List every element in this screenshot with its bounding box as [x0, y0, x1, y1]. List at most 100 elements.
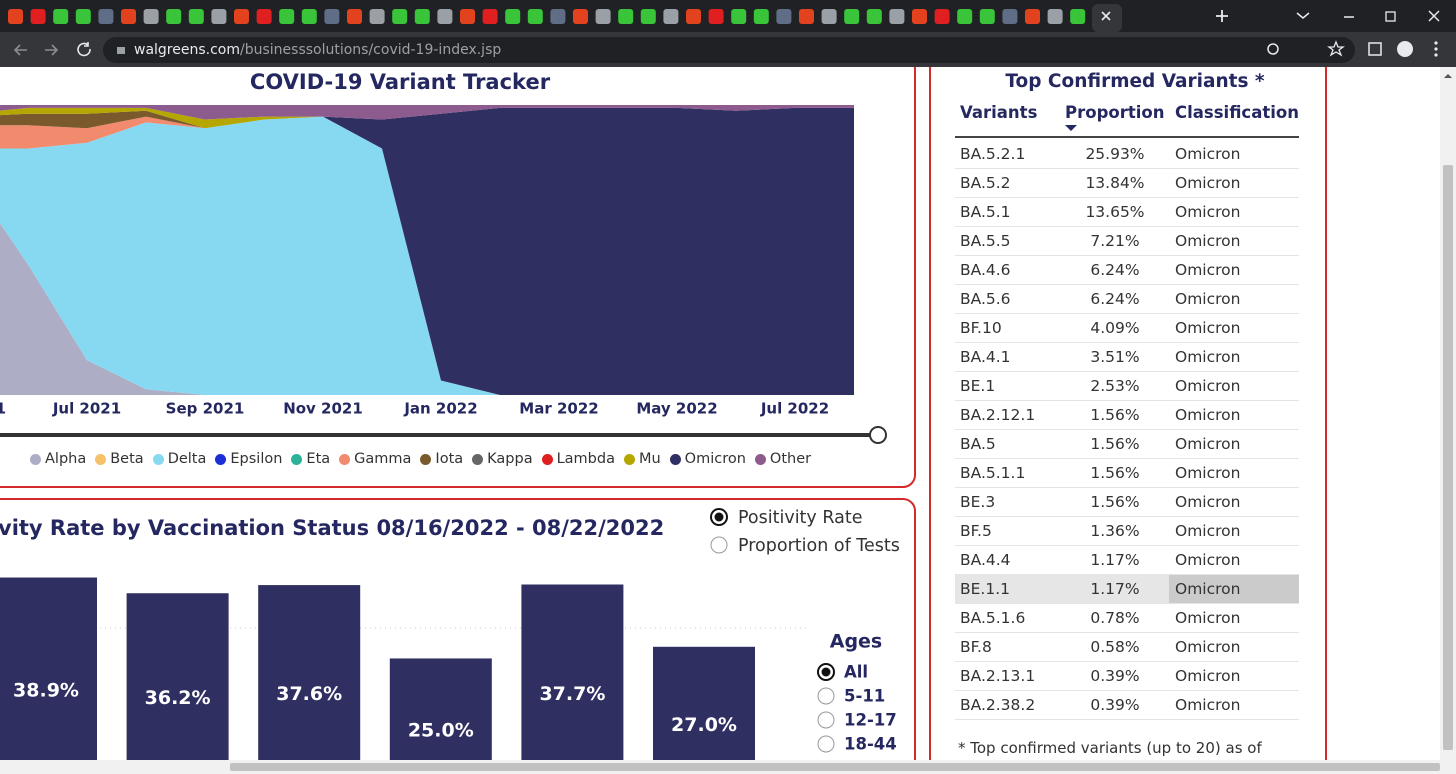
cell-variant: BA.4.1	[960, 348, 1011, 366]
radio[interactable]	[817, 735, 835, 753]
x-tick-label: May 2022	[636, 400, 717, 418]
bar	[126, 593, 229, 774]
legend-label: Kappa	[487, 451, 533, 467]
radio-label: All	[844, 663, 868, 682]
cell-classification: Omicron	[1175, 522, 1241, 540]
radio[interactable]	[817, 711, 835, 729]
x-tick-label: Jul 2022	[760, 400, 829, 418]
legend-item[interactable]: Delta	[152, 451, 207, 467]
column-header[interactable]: Variants	[960, 103, 1038, 122]
area-series	[0, 107, 854, 129]
radio-dot	[821, 667, 831, 677]
radio-label: 12-17	[844, 711, 897, 730]
legend-swatch	[754, 453, 766, 465]
table-row: BA.5.2 13.84% Omicron	[955, 169, 1299, 198]
cell-classification: Omicron	[1175, 493, 1241, 511]
cell-proportion: 25.93%	[1085, 145, 1145, 163]
table-row: BA.2.13.1 0.39% Omicron	[955, 662, 1299, 691]
cell-proportion: 0.39%	[1090, 696, 1140, 714]
radio-label: 18-44	[844, 735, 897, 754]
radio-label: 5-11	[844, 687, 885, 706]
cell-proportion: 1.17%	[1090, 580, 1140, 598]
legend-swatch	[95, 453, 107, 465]
legend-item[interactable]: Gamma	[339, 451, 411, 467]
table-row: BA.5.1.6 0.78% Omicron	[955, 604, 1299, 633]
cell-variant: BE.1	[960, 377, 996, 395]
legend-label: Mu	[638, 451, 661, 467]
legend-item[interactable]: Alpha	[30, 451, 86, 467]
legend-item[interactable]: Kappa	[472, 451, 533, 467]
cell-variant: BA.5	[960, 435, 996, 453]
cell-proportion: 0.78%	[1090, 609, 1140, 627]
cell-variant: BA.2.38.2	[960, 696, 1036, 714]
cell-variant: BA.2.12.1	[960, 406, 1036, 424]
cell-proportion: 13.84%	[1085, 174, 1145, 192]
radio[interactable]	[710, 536, 728, 554]
cell-classification: Omicron	[1175, 290, 1241, 308]
legend-label: Alpha	[45, 451, 87, 467]
table-row: BA.4.4 1.17% Omicron	[955, 546, 1299, 575]
cell-variant: BA.2.13.1	[960, 667, 1036, 685]
legend-item[interactable]: Omicron	[669, 451, 746, 467]
cell-proportion: 3.51%	[1090, 348, 1140, 366]
panel-border	[0, 498, 916, 774]
legend-swatch	[623, 453, 635, 465]
cell-variant: BA.5.6	[960, 290, 1011, 308]
cell-proportion: 13.65%	[1085, 203, 1145, 221]
legend-item[interactable]: Eta	[291, 451, 330, 467]
area-series	[0, 116, 854, 395]
cell-classification: Omicron	[1175, 638, 1241, 656]
header-rule	[955, 136, 1299, 138]
cell-variant: BA.5.5	[960, 232, 1011, 250]
legend-label: Epsilon	[230, 451, 283, 467]
legend-swatch	[420, 453, 432, 465]
table-row: BF.10 4.09% Omicron	[955, 314, 1299, 343]
table-row: BA.5.1.1 1.56% Omicron	[955, 459, 1299, 488]
legend-item[interactable]: Beta	[95, 451, 144, 467]
cell-classification: Omicron	[1175, 174, 1241, 192]
table-row: BE.3 1.56% Omicron	[955, 488, 1299, 517]
data-label: 27.0%	[671, 714, 737, 736]
legend-item[interactable]: Iota	[420, 451, 463, 467]
table-row: BA.5.2.1 25.93% Omicron	[955, 140, 1299, 169]
legend-label: Gamma	[354, 451, 412, 467]
cell-proportion: 1.36%	[1090, 522, 1140, 540]
cell-classification: Omicron	[1175, 464, 1241, 482]
column-header[interactable]: Proportion	[1065, 103, 1165, 122]
cell-variant: BA.5.1.1	[960, 464, 1026, 482]
slider-handle[interactable]	[869, 426, 887, 444]
bar	[0, 577, 97, 774]
legend-swatch	[339, 453, 351, 465]
legend-label: Lambda	[556, 451, 615, 467]
legend-label: Beta	[110, 451, 144, 467]
legend-swatch	[541, 453, 553, 465]
column-header[interactable]: Classification	[1175, 103, 1299, 122]
legend-swatch	[669, 453, 681, 465]
cell-classification: Omicron	[1175, 551, 1241, 569]
bar	[653, 646, 755, 774]
filter-title: Ages	[830, 631, 883, 653]
chart-title: COVID-19 Variant Tracker	[250, 70, 551, 94]
area-series	[0, 223, 854, 395]
table-row: BA.5 1.56% Omicron	[955, 430, 1299, 459]
radio-dot	[714, 512, 724, 522]
bar	[521, 584, 624, 774]
legend-item[interactable]: Other	[754, 451, 811, 467]
legend-item[interactable]: Lambda	[541, 451, 615, 467]
legend-label: Delta	[167, 451, 207, 467]
cell-proportion: 7.21%	[1090, 232, 1140, 250]
cell-proportion: 2.53%	[1090, 377, 1140, 395]
area-series	[0, 107, 854, 129]
cell-classification: Omicron	[1175, 319, 1241, 337]
x-tick-label: Nov 2021	[283, 400, 363, 418]
legend-label: Iota	[435, 451, 464, 467]
cell-variant: BF.5	[960, 522, 992, 540]
data-label: 25.0%	[408, 720, 474, 742]
radio-label: Positivity Rate	[738, 508, 862, 528]
legend-item[interactable]: Epsilon	[215, 451, 282, 467]
cell-variant: BE.3	[960, 493, 996, 511]
cell-variant: BF.8	[960, 638, 992, 656]
legend-item[interactable]: Mu	[623, 451, 661, 467]
radio[interactable]	[817, 687, 835, 705]
